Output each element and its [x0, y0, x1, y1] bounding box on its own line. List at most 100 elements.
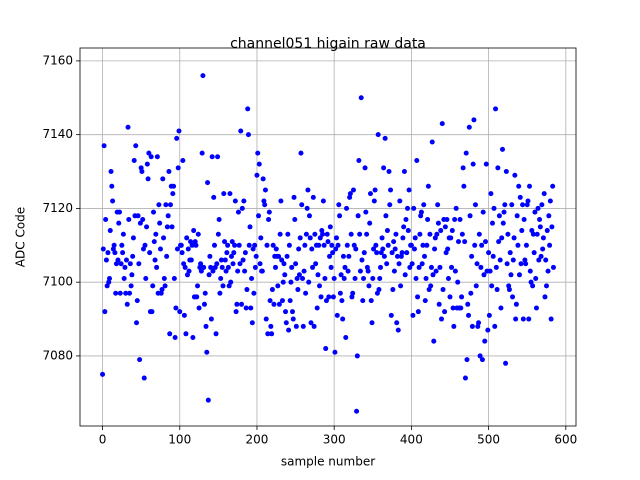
point — [210, 268, 216, 274]
point — [293, 261, 299, 267]
point — [412, 235, 418, 241]
point — [279, 257, 285, 263]
point — [429, 139, 435, 145]
point — [119, 242, 125, 248]
point — [330, 294, 336, 300]
plot-frame — [79, 47, 577, 427]
point — [336, 202, 342, 208]
point — [262, 187, 268, 193]
point — [188, 257, 194, 263]
point — [384, 261, 390, 267]
point — [499, 146, 505, 152]
point — [375, 132, 381, 138]
point — [368, 298, 374, 304]
point — [251, 290, 257, 296]
point — [183, 331, 189, 337]
point — [200, 73, 206, 79]
point — [303, 231, 309, 237]
point — [369, 320, 375, 326]
point — [240, 257, 246, 263]
point — [324, 231, 330, 237]
point — [432, 246, 438, 252]
point — [463, 150, 469, 156]
point — [415, 309, 421, 315]
point — [387, 202, 393, 208]
point — [230, 261, 236, 267]
point — [211, 194, 217, 200]
y-tick-label: 7160 — [42, 53, 73, 67]
point — [483, 161, 489, 167]
point — [235, 209, 241, 215]
x-tick-label: 200 — [246, 433, 269, 447]
point — [450, 305, 456, 311]
point — [267, 298, 273, 304]
point — [372, 187, 378, 193]
point — [352, 275, 358, 281]
point — [491, 205, 497, 211]
point — [260, 176, 266, 182]
point — [107, 228, 113, 234]
point — [362, 165, 368, 171]
point — [540, 235, 546, 241]
point — [245, 132, 251, 138]
point — [396, 261, 402, 267]
point — [507, 250, 513, 256]
point — [311, 323, 317, 329]
point — [264, 242, 270, 248]
point — [455, 239, 461, 245]
point — [161, 235, 167, 241]
point — [531, 250, 537, 256]
point — [511, 235, 517, 241]
point — [504, 261, 510, 267]
point — [357, 268, 363, 274]
point — [323, 346, 329, 352]
point — [191, 228, 197, 234]
point — [320, 198, 326, 204]
axes-layer: 0 100 200 300 400 500 600 7080 7100 7120 7140 7160 — [42, 53, 577, 446]
point — [394, 320, 400, 326]
point — [231, 250, 237, 256]
point — [299, 202, 305, 208]
point — [401, 169, 407, 175]
point — [337, 290, 343, 296]
point — [448, 235, 454, 241]
point — [270, 242, 276, 248]
point — [550, 264, 556, 270]
point — [256, 161, 262, 167]
point — [201, 301, 207, 307]
point — [100, 371, 106, 377]
point — [393, 231, 399, 237]
point — [136, 261, 142, 267]
point — [354, 408, 360, 414]
point — [177, 309, 183, 315]
point — [118, 261, 124, 267]
point — [296, 246, 302, 252]
point — [330, 250, 336, 256]
point — [135, 213, 141, 219]
point — [193, 242, 199, 248]
point — [218, 275, 224, 281]
point — [256, 213, 262, 219]
point — [286, 242, 292, 248]
y-tick-label: 7120 — [42, 201, 73, 215]
point — [248, 305, 254, 311]
point — [233, 309, 239, 315]
point — [258, 235, 264, 241]
point — [134, 298, 140, 304]
point — [252, 264, 258, 270]
point — [496, 213, 502, 219]
point — [252, 242, 258, 248]
point — [105, 250, 111, 256]
point — [469, 253, 475, 259]
point — [495, 165, 501, 171]
point — [486, 312, 492, 318]
point — [133, 143, 139, 149]
point — [206, 272, 212, 278]
point — [237, 261, 243, 267]
point — [127, 290, 133, 296]
point — [385, 242, 391, 248]
point — [466, 124, 472, 130]
point — [310, 264, 316, 270]
point — [159, 287, 165, 293]
point — [169, 224, 175, 230]
